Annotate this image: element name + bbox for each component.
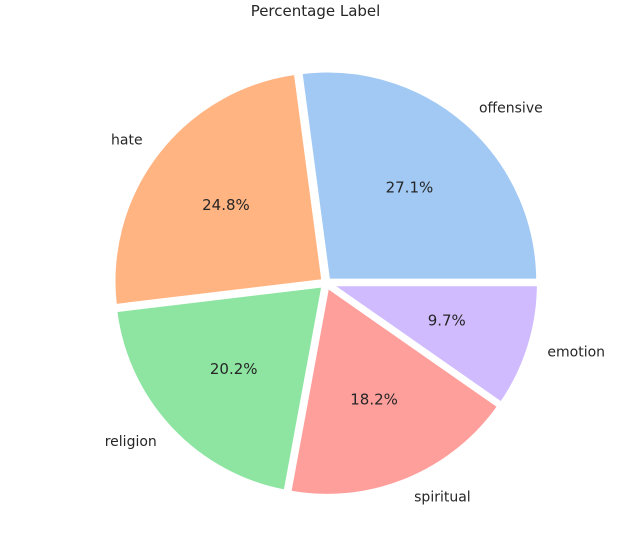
pie-wedges (110, 67, 542, 499)
slice-label-religion: religion (105, 434, 157, 450)
slice-percent-spiritual: 18.2% (350, 391, 398, 409)
slice-percent-offensive: 27.1% (386, 178, 434, 196)
slice-label-spiritual: spiritual (414, 490, 471, 506)
pie-slice-offensive (297, 67, 542, 284)
pie-labels: offensive 27.1% hate 24.8% religion 20.2% spir… (105, 100, 605, 505)
pie-slice-hate (110, 69, 327, 310)
slice-percent-emotion: 9.7% (428, 311, 466, 329)
chart-title: Percentage Label (250, 2, 381, 20)
slice-label-hate: hate (111, 133, 143, 149)
pie-slice-religion (112, 282, 327, 495)
pie-slice-emotion (325, 281, 542, 408)
pie-slice-spiritual (286, 282, 503, 499)
slice-label-emotion: emotion (547, 345, 605, 361)
slice-label-offensive: offensive (479, 100, 543, 116)
slice-percent-religion: 20.2% (210, 360, 258, 378)
slice-percent-hate: 24.8% (202, 196, 250, 214)
